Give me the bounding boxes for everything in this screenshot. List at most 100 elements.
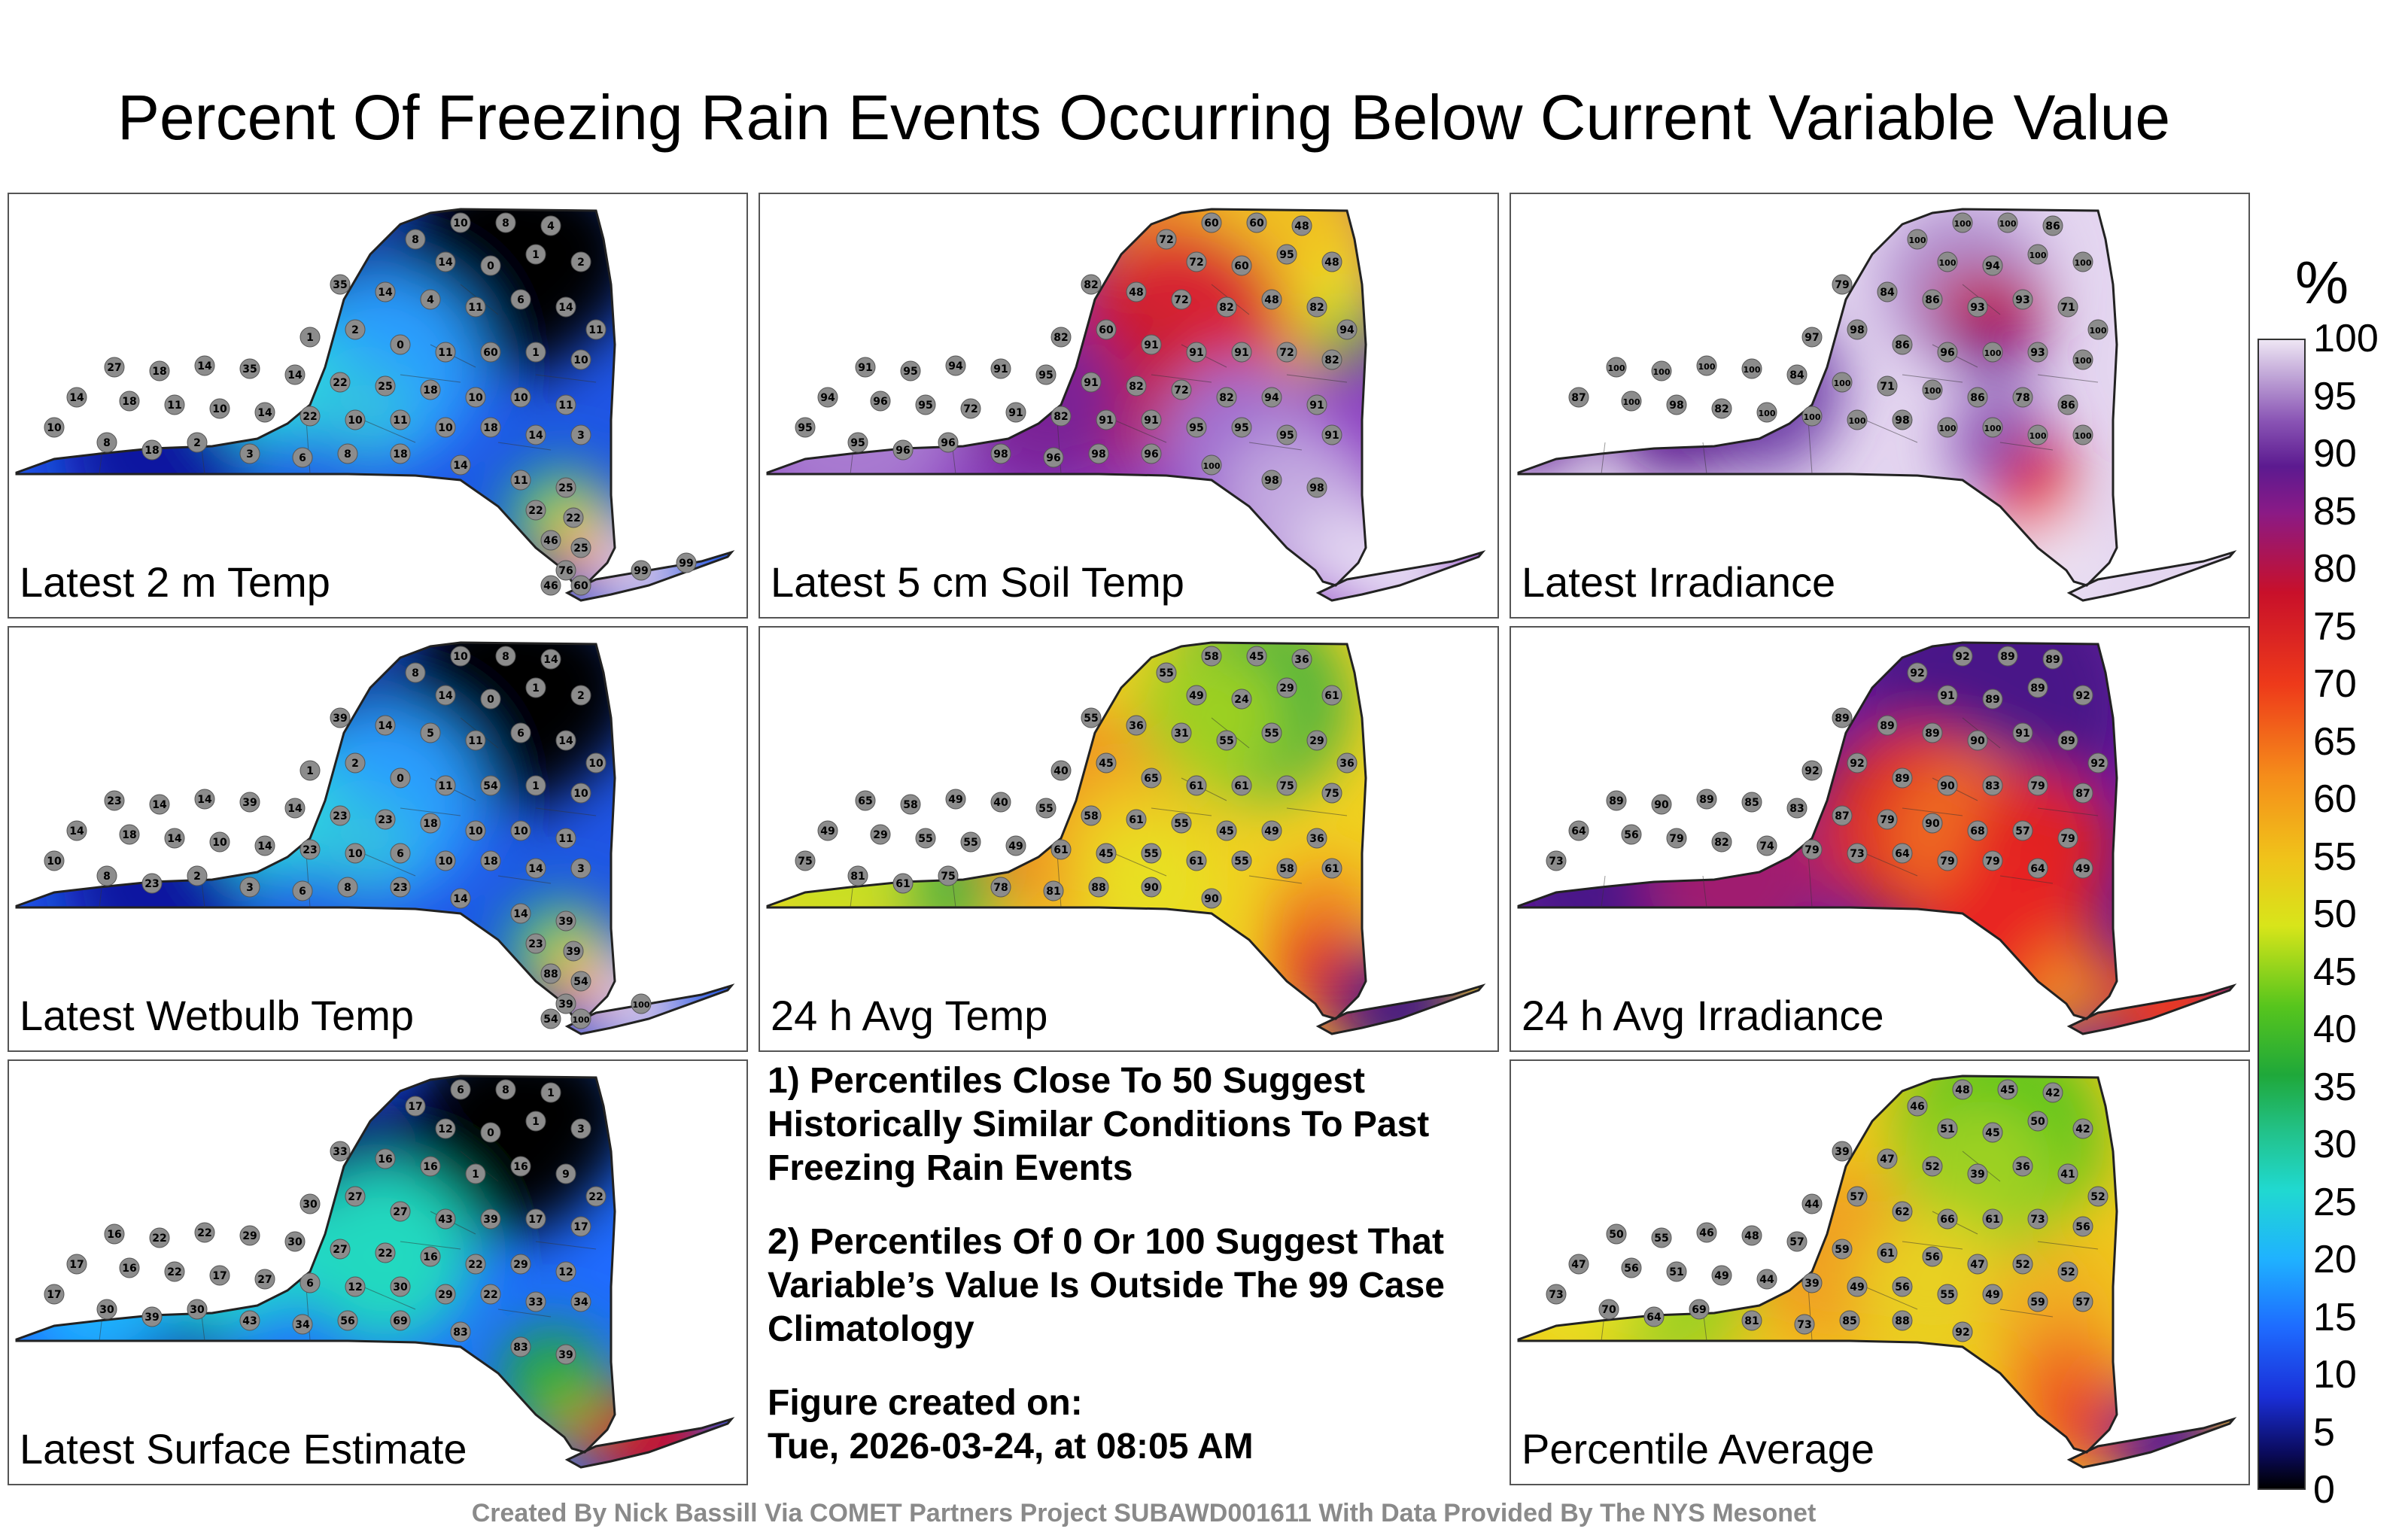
station-marker: 11 (435, 342, 456, 363)
station-value: 84 (1880, 287, 1895, 299)
station-value: 55 (1234, 856, 1248, 868)
station-value: 46 (1910, 1101, 1924, 1113)
station-marker: 55 (1081, 707, 1102, 728)
station-marker: 25 (555, 477, 576, 498)
station-value: 58 (1084, 810, 1098, 822)
station-marker: 55 (1261, 722, 1282, 743)
station-marker: 23 (299, 839, 321, 860)
station-marker: 86 (1892, 334, 1913, 355)
state-outline (15, 641, 616, 1020)
station-value: 71 (1880, 381, 1894, 393)
station-marker: 100 (1997, 212, 2018, 233)
station-value: 90 (1940, 780, 1955, 792)
station-value: 100 (2090, 326, 2107, 336)
station-marker: 64 (1568, 820, 1589, 841)
station-marker: 64 (2027, 858, 2048, 879)
station-marker: 8 (337, 877, 358, 898)
station-value: 2 (577, 257, 585, 269)
station-marker: 10 (510, 387, 531, 408)
station-value: 85 (1842, 1315, 1856, 1327)
station-value: 58 (903, 799, 917, 811)
station-marker: 14 (555, 296, 576, 318)
station-marker: 8 (495, 212, 516, 233)
station-marker: 8 (96, 432, 117, 453)
station-value: 49 (948, 794, 962, 806)
station-value: 99 (679, 558, 693, 570)
station-value: 14 (287, 369, 303, 381)
station-marker: 72 (960, 398, 981, 419)
station-marker: 88 (1088, 877, 1109, 898)
station-value: 48 (1264, 294, 1278, 306)
station-value: 14 (513, 908, 528, 920)
station-value: 89 (2045, 654, 2060, 666)
station-value: 57 (2075, 1296, 2090, 1309)
station-marker: 49 (945, 789, 966, 810)
colorbar-tick-label: 35 (2313, 1065, 2357, 1109)
station-marker: 73 (1546, 850, 1567, 871)
station-value: 83 (513, 1342, 528, 1354)
colorbar-tick-label: 5 (2313, 1410, 2335, 1454)
station-value: 14 (378, 720, 393, 732)
station-value: 4 (427, 294, 434, 306)
map-fill (1519, 1076, 2233, 1467)
station-value: 22 (566, 512, 580, 524)
map-fill (17, 643, 731, 1034)
station-value: 36 (1294, 654, 1309, 666)
state-outline (564, 1417, 735, 1469)
station-value: 12 (558, 1266, 573, 1278)
station-marker: 99 (631, 560, 652, 581)
station-marker: 78 (990, 877, 1011, 898)
station-marker: 18 (141, 439, 163, 460)
station-marker: 98 (1088, 443, 1109, 464)
state-outline (2066, 550, 2237, 602)
station-value: 1 (532, 1116, 540, 1128)
station-marker: 46 (1696, 1222, 1717, 1243)
station-marker: 29 (239, 1225, 260, 1246)
station-marker: 0 (390, 334, 411, 355)
colorbar-tick-label: 0 (2313, 1468, 2335, 1512)
station-value: 87 (1835, 810, 1849, 822)
station-marker: 52 (2012, 1254, 2033, 1275)
station-value: 54 (543, 1014, 558, 1026)
station-marker: 42 (2072, 1118, 2093, 1139)
station-value: 61 (1880, 1248, 1894, 1260)
station-marker: 2 (345, 752, 366, 774)
station-marker: 14 (540, 649, 561, 670)
station-value: 91 (1084, 377, 1098, 389)
station-marker: 3 (570, 1118, 591, 1139)
station-value: 56 (340, 1315, 354, 1327)
station-marker: 98 (1261, 470, 1282, 491)
station-marker: 55 (915, 828, 936, 849)
station-marker: 95 (1186, 417, 1207, 438)
station-value: 86 (1925, 294, 1939, 306)
map-fill (17, 1076, 731, 1467)
station-marker: 39 (555, 910, 576, 932)
station-marker: 34 (292, 1314, 313, 1335)
station-marker: 52 (1922, 1156, 1943, 1177)
station-marker: 46 (540, 575, 561, 596)
station-marker: 11 (390, 409, 411, 430)
station-value: 98 (1264, 475, 1278, 487)
colorbar-tick-label: 15 (2313, 1295, 2357, 1339)
station-marker: 100 (1696, 355, 1717, 376)
station-marker: 54 (570, 971, 591, 992)
station-marker: 11 (555, 828, 576, 849)
station-marker: 16 (420, 1246, 441, 1267)
map-fill (17, 209, 731, 600)
station-marker: 94 (1261, 387, 1282, 408)
station-value: 46 (543, 580, 558, 592)
station-value: 90 (1970, 735, 1985, 747)
station-value: 6 (457, 1084, 464, 1096)
station-value: 11 (438, 347, 452, 359)
station-value: 61 (1054, 844, 1068, 856)
station-value: 10 (453, 217, 468, 229)
station-value: 79 (1835, 279, 1849, 291)
station-marker: 92 (2072, 685, 2093, 706)
station-marker: 95 (1276, 244, 1297, 265)
station-marker: 39 (330, 707, 351, 728)
station-value: 10 (468, 825, 483, 837)
station-value: 3 (577, 430, 585, 442)
station-marker: 79 (1937, 850, 1958, 871)
colorbar-tick-label: 25 (2313, 1180, 2357, 1224)
